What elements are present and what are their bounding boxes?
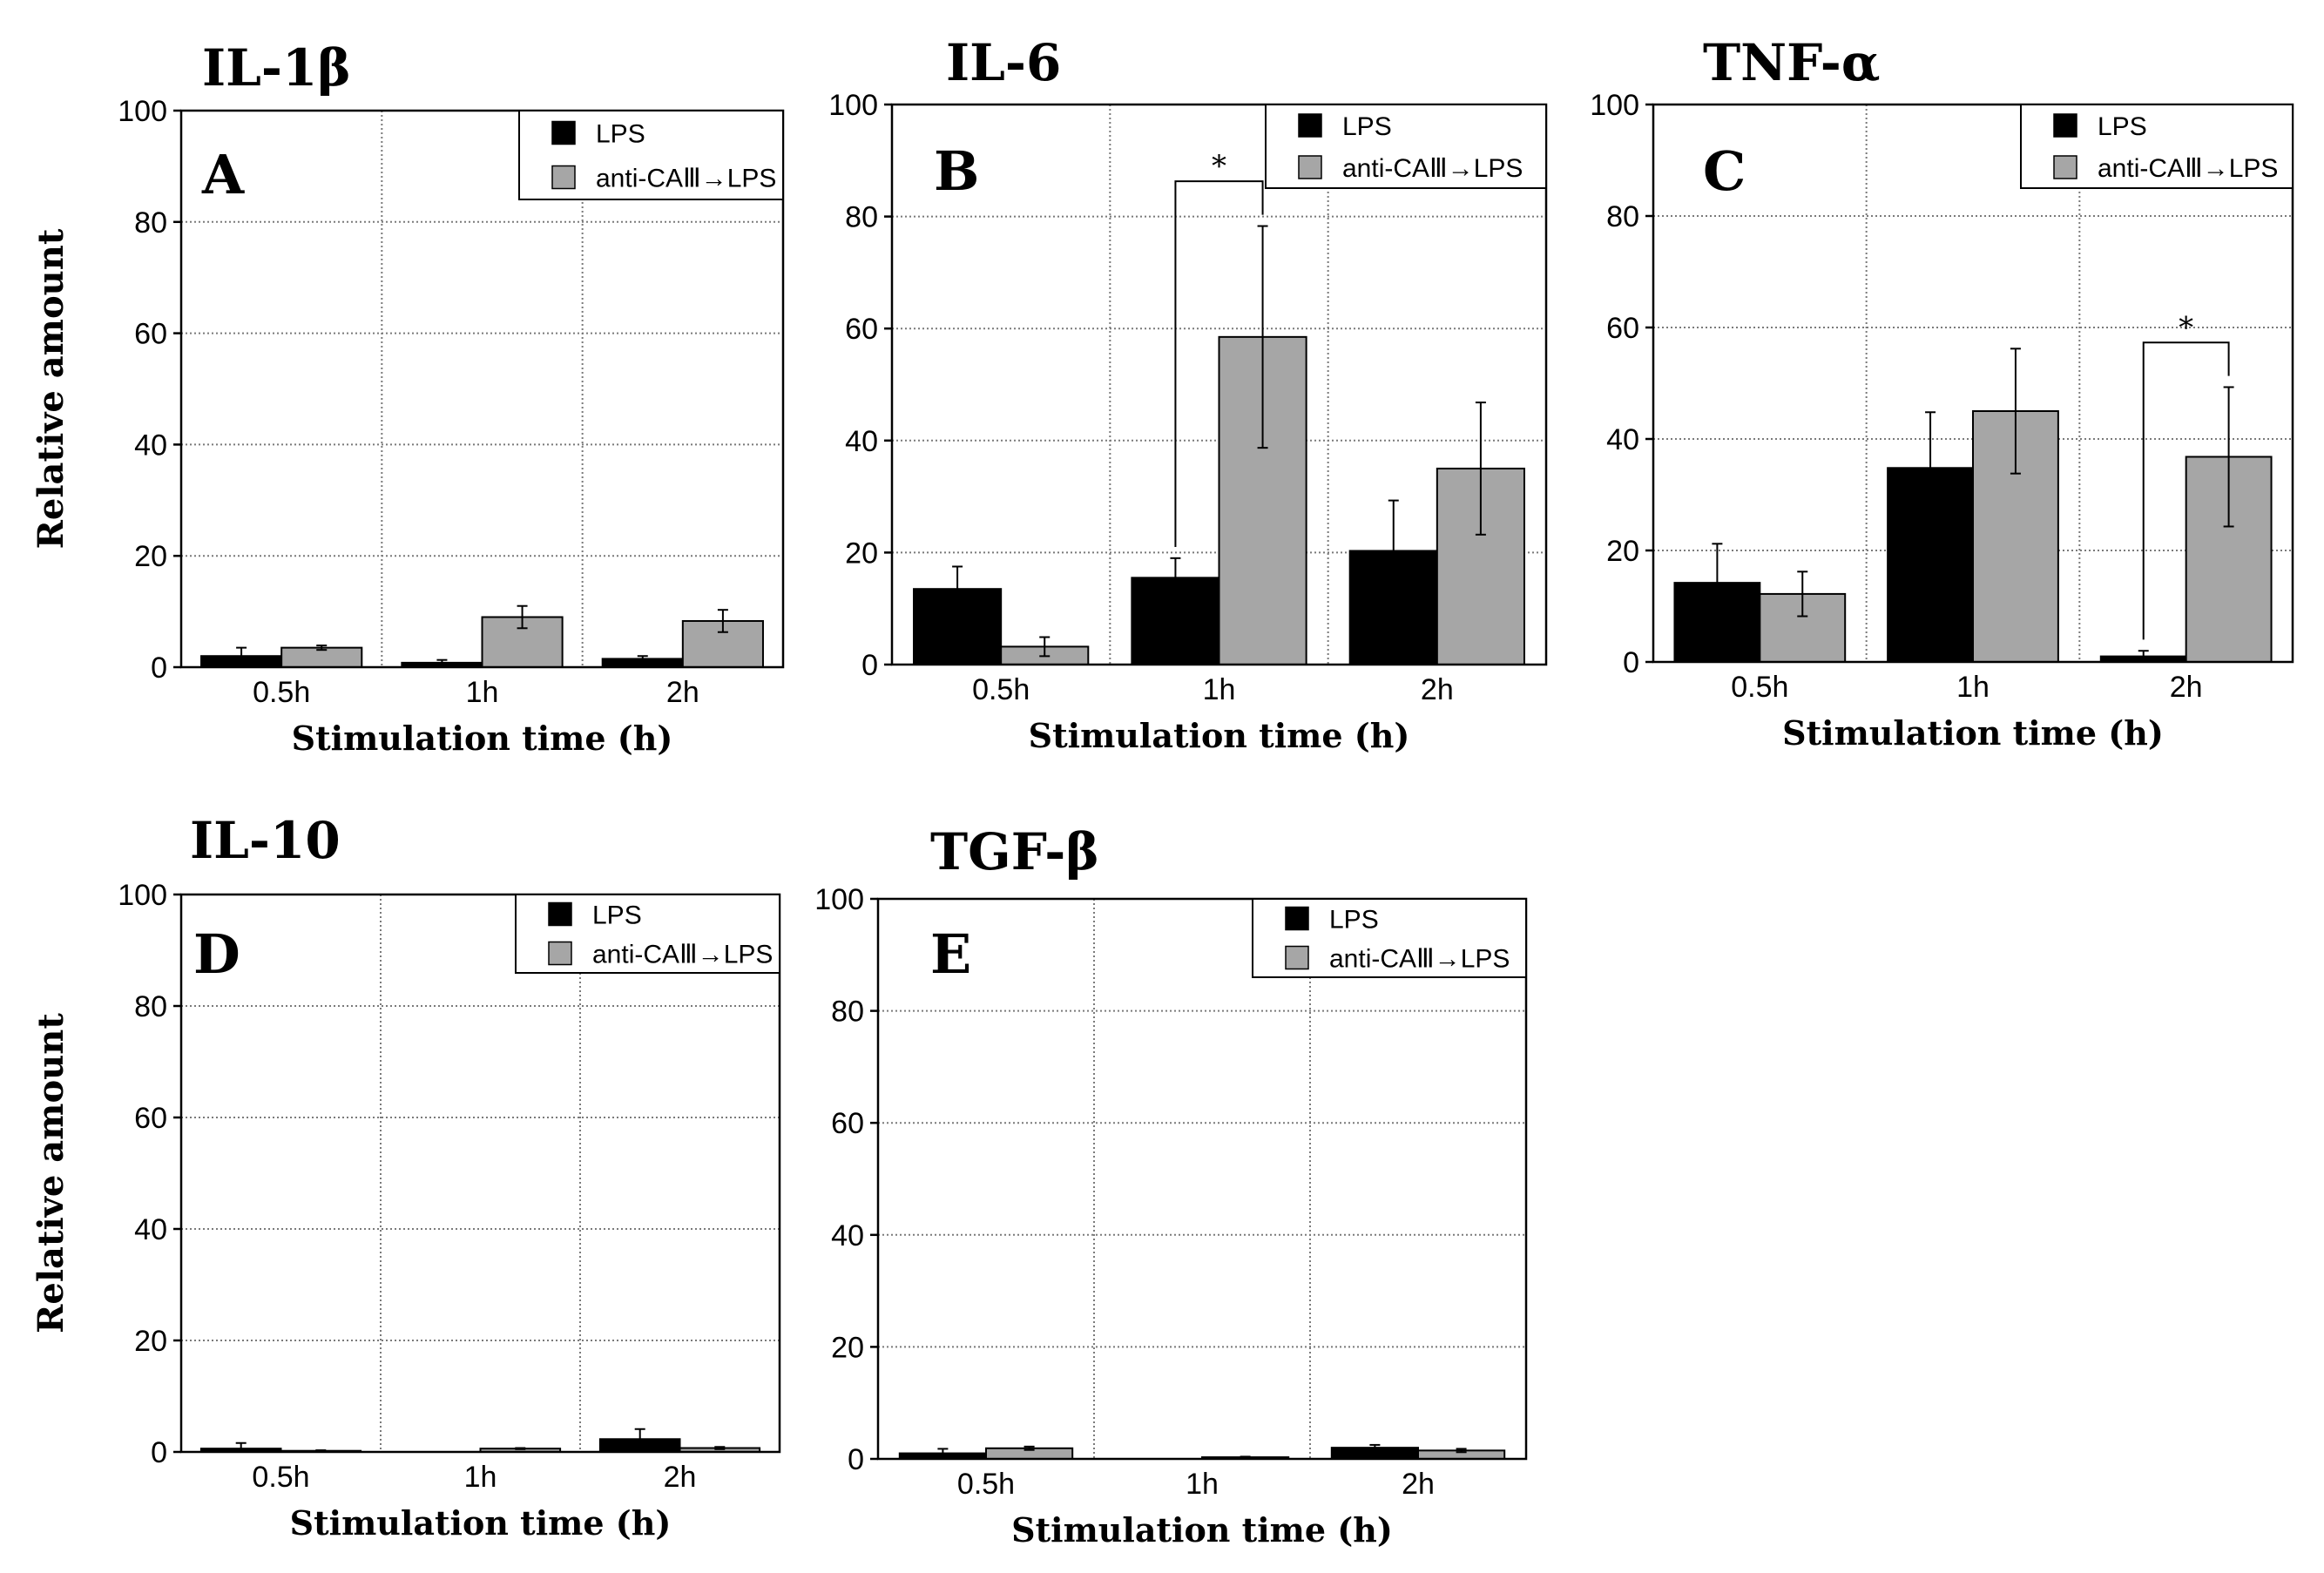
panel-letter: B <box>934 139 979 203</box>
y-tick-label: 40 <box>134 1213 167 1246</box>
x-tick-label: 1h <box>1186 1468 1219 1501</box>
x-tick-label: 2h <box>1421 673 1454 706</box>
panel-letter: E <box>930 922 971 986</box>
legend-label: anti-CAⅢ→LPS <box>596 165 776 193</box>
y-tick-label: 80 <box>831 996 864 1029</box>
x-tick-label: 1h <box>1956 671 1990 704</box>
y-tick-label: 0 <box>861 649 878 682</box>
x-tick-label: 2h <box>2170 671 2203 704</box>
legend-swatch-lps <box>2053 113 2077 138</box>
chart-panel-D: 0 20 40 60 80 100 0.5h 1h 2h Stimulation time (h)… <box>30 811 781 1543</box>
y-tick-label: 100 <box>828 89 878 122</box>
y-tick-label: 100 <box>1590 89 1639 122</box>
y-tick-label: 20 <box>831 1331 864 1364</box>
legend-swatch-lps <box>1285 906 1309 931</box>
y-tick-label: 40 <box>134 429 167 462</box>
legend-label: LPS <box>596 120 645 149</box>
x-axis-title: Stimulation time (h) <box>1782 713 2164 753</box>
chart-panel-E: 0 20 40 60 80 100 0.5h 1h 2h Stimulation time (h)… <box>814 822 1528 1549</box>
x-tick-label: 0.5h <box>253 676 310 709</box>
panel-letter: A <box>201 143 245 206</box>
legend-label: anti-CAⅢ→LPS <box>1329 945 1510 974</box>
x-tick-label: 1h <box>464 1461 497 1494</box>
plot-frame <box>876 897 1528 1461</box>
legend-swatch-lps <box>1298 113 1322 138</box>
y-tick-label: 60 <box>134 318 167 351</box>
chart-panel-A: 0 20 40 60 80 100 0.5h 1h 2h Stimulation time (h)… <box>30 38 785 758</box>
y-tick-label: 0 <box>1623 646 1639 679</box>
x-tick-label: 0.5h <box>252 1461 309 1494</box>
plot-frame <box>1652 103 2294 664</box>
panel-letter: D <box>193 922 240 986</box>
x-axis-title: Stimulation time (h) <box>292 719 673 758</box>
x-tick-label: 0.5h <box>957 1468 1015 1501</box>
panel-title: TNF-α <box>1703 33 1880 92</box>
panel-letter: C <box>1703 139 1746 203</box>
y-tick-label: 100 <box>118 879 167 912</box>
legend-swatch-anti-ca3 <box>551 165 576 190</box>
plot-frame <box>890 103 1548 666</box>
y-tick-label: 80 <box>134 206 167 240</box>
y-tick-label: 20 <box>845 537 878 570</box>
x-tick-label: 2h <box>666 676 699 709</box>
y-axis-title: Relative amount <box>30 1013 71 1333</box>
significance-bracket <box>1174 180 1264 547</box>
y-tick-label: 20 <box>1606 535 1639 568</box>
y-tick-label: 20 <box>134 1325 167 1358</box>
y-tick-label: 80 <box>134 990 167 1023</box>
y-tick-label: 100 <box>814 883 864 916</box>
significance-star: * <box>1212 149 1226 184</box>
panel-title: IL-10 <box>190 811 341 870</box>
chart-panel-B: * 0 20 40 60 80 100 0.5h 1h 2h Stimulation time (h… <box>828 33 1548 755</box>
legend-label: LPS <box>2098 112 2147 141</box>
legend-label: LPS <box>1342 112 1392 141</box>
y-axis-title: Relative amount <box>30 228 71 549</box>
significance-bracket <box>2142 341 2230 640</box>
y-tick-label: 40 <box>831 1219 864 1252</box>
y-tick-label: 60 <box>831 1107 864 1140</box>
panel-title: IL-1β <box>202 38 351 98</box>
legend-swatch-lps <box>548 901 572 927</box>
panel-title: TGF-β <box>930 822 1099 881</box>
y-tick-label: 60 <box>134 1102 167 1135</box>
legend-swatch-anti-ca3 <box>2053 155 2077 179</box>
y-tick-label: 60 <box>845 313 878 346</box>
legend-label: LPS <box>1329 906 1379 935</box>
x-tick-label: 2h <box>664 1461 697 1494</box>
plot-frame <box>179 893 781 1454</box>
y-tick-label: 40 <box>1606 423 1639 456</box>
x-axis-title: Stimulation time (h) <box>1011 1510 1393 1549</box>
x-axis-title: Stimulation time (h) <box>1029 716 1410 755</box>
y-tick-label: 20 <box>134 540 167 573</box>
legend-swatch-anti-ca3 <box>1285 945 1309 970</box>
y-tick-label: 60 <box>1606 312 1639 345</box>
y-tick-label: 0 <box>151 1436 167 1469</box>
legend-label: anti-CAⅢ→LPS <box>592 941 773 969</box>
y-tick-label: 80 <box>845 201 878 234</box>
x-tick-label: 1h <box>1203 673 1236 706</box>
y-tick-label: 0 <box>848 1443 864 1476</box>
legend-swatch-anti-ca3 <box>548 941 572 966</box>
legend-label: LPS <box>592 901 642 930</box>
y-tick-label: 100 <box>118 95 167 128</box>
legend-swatch-lps <box>551 120 576 145</box>
significance-star: * <box>2179 310 2193 345</box>
legend-swatch-anti-ca3 <box>1298 155 1322 179</box>
legend-label: anti-CAⅢ→LPS <box>1342 154 1523 183</box>
x-axis-title: Stimulation time (h) <box>290 1503 672 1543</box>
y-tick-label: 40 <box>845 425 878 458</box>
x-tick-label: 2h <box>1402 1468 1435 1501</box>
panel-title: IL-6 <box>946 33 1061 92</box>
y-tick-label: 0 <box>151 651 167 685</box>
x-tick-label: 0.5h <box>972 673 1030 706</box>
y-tick-label: 80 <box>1606 200 1639 233</box>
x-tick-label: 1h <box>466 676 499 709</box>
legend-label: anti-CAⅢ→LPS <box>2098 154 2278 183</box>
x-tick-label: 0.5h <box>1731 671 1788 704</box>
plot-frame <box>179 109 785 669</box>
